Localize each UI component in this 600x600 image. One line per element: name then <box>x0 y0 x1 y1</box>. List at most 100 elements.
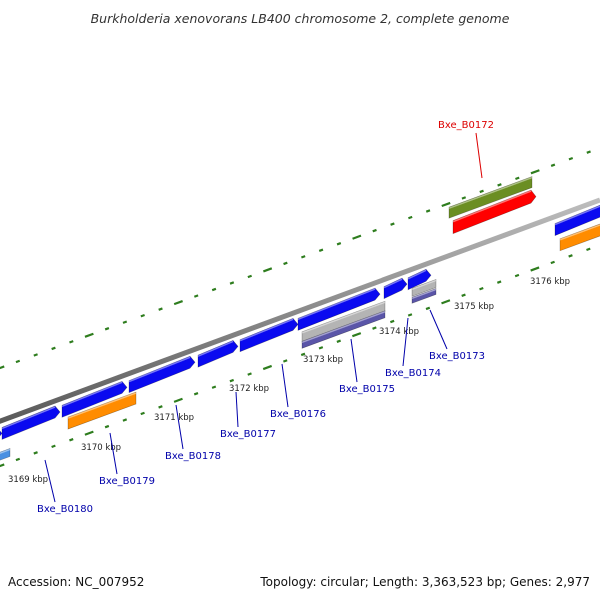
outer-row-tick <box>352 234 362 240</box>
cds-forward-3[interactable] <box>61 380 128 418</box>
inner-row-tick <box>51 444 56 449</box>
outer-row-tick <box>497 183 502 187</box>
outer-row-tick <box>229 281 235 285</box>
inner-row-tick <box>514 273 520 278</box>
outer-row-tick <box>84 332 94 338</box>
inner-row-tick <box>461 293 466 297</box>
gene-label[interactable]: Bxe_B0179 <box>99 476 155 487</box>
gene-label[interactable]: Bxe_B0178 <box>165 451 221 462</box>
outer-row-tick <box>441 201 451 208</box>
rna-purple-1-sheen <box>301 311 386 344</box>
inner-row-tick <box>407 313 413 317</box>
rna-grey-2[interactable] <box>411 279 437 297</box>
scale-label: 3171 kbp <box>154 413 194 423</box>
cds-forward-2[interactable] <box>1 405 61 440</box>
inner-row-tick <box>568 254 573 258</box>
inner-row-tick <box>122 418 128 422</box>
inner-row-tick <box>69 438 74 442</box>
inner-row-tick <box>479 286 484 291</box>
inner-row-tick <box>425 306 431 311</box>
tick-marks <box>0 150 591 468</box>
cds-forward-10[interactable] <box>554 204 600 237</box>
cds-reverse-2[interactable] <box>559 222 600 252</box>
scale-label: 3170 kbp <box>81 443 121 453</box>
inner-row-tick <box>33 451 38 455</box>
inner-row-tick <box>586 247 591 252</box>
gene-label[interactable]: Bxe_B0173 <box>429 351 485 362</box>
inner-row-tick <box>140 411 145 416</box>
cds-forward-4[interactable] <box>128 355 196 394</box>
inner-row-tick <box>193 392 199 396</box>
inner-row-tick <box>300 352 306 357</box>
outer-row-tick <box>515 176 520 181</box>
gene-label-connector <box>44 459 56 503</box>
inner-row-tick <box>550 260 555 265</box>
cds-forward-5-sheen <box>197 340 234 357</box>
outer-row-tick <box>104 327 110 331</box>
outer-row-tick <box>140 313 145 318</box>
inner-row-tick <box>84 430 94 436</box>
inner-row-tick <box>15 457 21 462</box>
rna-purple-2-sheen <box>411 288 437 299</box>
scale-label: 3175 kbp <box>454 302 494 312</box>
outer-row-tick <box>301 255 306 259</box>
outer-row-tick <box>0 365 5 370</box>
outer-row-tick <box>193 294 199 298</box>
gene-label-connector <box>475 132 483 179</box>
gene-label-connector <box>350 338 358 383</box>
highlight-pair-block-sheen <box>448 176 533 209</box>
cds-forward-10-sheen <box>554 205 600 226</box>
gene-label-connector <box>402 317 409 367</box>
inner-row-tick <box>372 326 377 330</box>
cds-forward-7[interactable] <box>297 287 381 331</box>
outer-row-tick <box>390 222 395 226</box>
outer-row-tick <box>372 228 377 233</box>
gene-label[interactable]: Bxe_B0174 <box>385 368 441 379</box>
rna-grey-1[interactable] <box>301 300 386 343</box>
cds-forward-2-sheen <box>1 406 56 430</box>
gene-label[interactable]: Bxe_B0177 <box>220 429 276 440</box>
features-layer <box>0 176 600 462</box>
rna-purple-2[interactable] <box>411 288 437 304</box>
inner-row-tick <box>336 339 342 343</box>
rna-purple-1[interactable] <box>301 310 386 349</box>
inner-row-tick <box>104 424 110 429</box>
gene-labels: Bxe_B0172 Bxe_B0173 Bxe_B0174 Bxe_B0175 Bxe_… <box>37 120 494 515</box>
gene-label[interactable]: Bxe_B0180 <box>37 504 93 515</box>
inner-row-tick <box>158 405 163 409</box>
inner-row-tick <box>283 359 288 363</box>
cds-forward-8[interactable] <box>383 277 408 300</box>
cds-forward-3-sheen <box>61 381 123 408</box>
scale-label: 3176 kbp <box>530 277 570 287</box>
outer-row-tick <box>15 359 21 364</box>
cds-reverse-1-sheen <box>67 392 137 419</box>
gene-label-connector <box>235 391 239 428</box>
highlight-pair-block[interactable] <box>448 176 533 219</box>
cds-forward-1[interactable] <box>0 427 3 443</box>
outer-row-tick <box>586 150 591 154</box>
rna-grey-1-sheen <box>301 301 386 334</box>
inner-row-tick <box>351 332 362 338</box>
outer-row-tick <box>336 242 342 246</box>
gene-label[interactable]: Bxe_B0176 <box>270 409 326 420</box>
gene-label[interactable]: Bxe_B0175 <box>339 384 395 395</box>
cds-forward-6-sheen <box>239 318 294 342</box>
cds-forward-6[interactable] <box>239 317 299 353</box>
cds-forward-5[interactable] <box>197 340 239 368</box>
cds-forward-7-sheen <box>297 288 376 321</box>
gene-label[interactable]: Bxe_B0172 <box>438 120 494 131</box>
outer-row-tick <box>479 189 484 194</box>
cds-reverse-1[interactable] <box>67 391 137 430</box>
cds-edge-1[interactable] <box>0 448 11 462</box>
cds-forward-9[interactable] <box>407 268 432 291</box>
cds-forward-4-sheen <box>128 356 191 383</box>
inner-row-tick <box>441 299 451 305</box>
outer-row-tick <box>247 274 252 279</box>
outer-row-tick <box>173 300 183 306</box>
outer-row-tick <box>408 215 413 220</box>
highlight-gene-block[interactable] <box>452 189 537 235</box>
outer-row-tick <box>461 196 467 200</box>
inner-row-tick <box>173 397 183 403</box>
cds-edge-1-sheen <box>0 448 11 454</box>
